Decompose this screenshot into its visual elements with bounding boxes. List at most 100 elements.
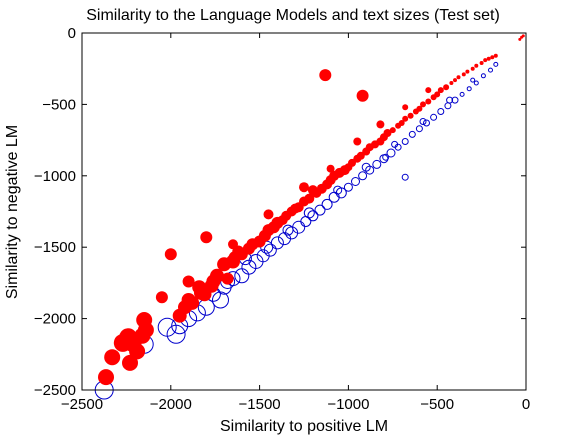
blue-data-point <box>307 210 319 222</box>
red-data-point <box>461 72 466 77</box>
blue-data-point <box>437 108 445 115</box>
blue-data-point <box>358 171 368 181</box>
blue-data-point <box>430 113 438 121</box>
plot-marks <box>94 34 525 400</box>
red-data-point <box>474 63 479 68</box>
blue-data-point <box>361 162 371 172</box>
x-tick-label: −2000 <box>150 396 192 413</box>
x-tick-label: −1000 <box>327 396 369 413</box>
x-axis-label: Similarity to positive LM <box>220 418 388 435</box>
red-data-point <box>185 295 200 310</box>
red-data-point <box>453 78 457 83</box>
blue-data-point <box>379 154 389 164</box>
red-data-point <box>470 66 475 71</box>
red-data-point <box>200 231 213 244</box>
blue-data-point <box>419 118 427 125</box>
red-data-point <box>137 322 154 338</box>
blue-data-point <box>386 148 396 158</box>
blue-data-point <box>451 96 459 104</box>
red-data-point <box>521 34 525 38</box>
red-data-point <box>383 129 392 137</box>
x-tick-label: −2500 <box>61 396 103 413</box>
blue-data-point <box>401 173 409 181</box>
chart-title: Similarity to the Language Models and te… <box>86 7 500 24</box>
red-data-point <box>104 349 121 366</box>
blue-data-point <box>270 236 284 250</box>
red-data-point <box>210 268 224 283</box>
red-data-point <box>449 81 454 85</box>
blue-data-point <box>446 96 454 104</box>
blue-data-point <box>333 185 343 195</box>
blue-data-point <box>234 268 250 284</box>
red-data-point <box>425 98 432 105</box>
red-data-point <box>402 104 409 111</box>
red-data-point <box>263 209 274 220</box>
blue-data-point <box>459 91 465 97</box>
blue-data-point <box>314 204 326 216</box>
red-data-point <box>518 37 522 41</box>
y-tick-label: −500 <box>42 96 76 113</box>
blue-data-point <box>480 73 486 79</box>
red-data-point <box>353 137 362 146</box>
red-data-point <box>228 239 238 250</box>
y-axis-label: Similarity to negative LM <box>4 125 21 299</box>
red-data-point <box>479 61 484 65</box>
red-data-point <box>164 248 177 261</box>
red-data-point <box>221 272 234 285</box>
blue-data-point <box>263 243 277 257</box>
plot-frame <box>81 32 527 391</box>
red-data-point <box>420 101 426 108</box>
red-data-point <box>443 84 450 91</box>
red-data-point <box>155 291 168 304</box>
blue-data-point <box>408 130 416 138</box>
blue-data-point <box>493 61 499 67</box>
red-data-point <box>376 120 385 129</box>
red-data-point <box>490 55 495 60</box>
red-data-point <box>407 112 414 119</box>
red-data-point <box>389 127 396 134</box>
blue-data-point <box>423 119 430 127</box>
red-data-point <box>122 354 138 371</box>
blue-data-point <box>212 291 229 309</box>
red-data-point <box>304 193 315 204</box>
red-data-point <box>356 89 369 102</box>
red-data-point <box>486 56 491 61</box>
red-data-point <box>356 151 365 160</box>
blue-data-point <box>415 125 423 133</box>
red-data-point <box>416 105 423 112</box>
x-tick-label: 0 <box>522 396 530 413</box>
blue-data-point <box>292 220 306 234</box>
blue-data-point <box>372 159 382 169</box>
red-data-point <box>326 164 335 173</box>
y-tick-label: 0 <box>68 25 76 42</box>
x-axis: −2500 −2000 −1500 −1000 −500 0 <box>61 33 530 413</box>
y-tick-label: −2500 <box>34 382 76 399</box>
red-data-point <box>299 182 309 193</box>
blue-data-point <box>343 182 353 192</box>
x-tick-label: −1500 <box>239 396 281 413</box>
blue-data-point <box>303 207 315 219</box>
blue-data-point <box>166 324 186 344</box>
blue-data-point <box>401 138 409 145</box>
blue-data-point <box>466 86 472 92</box>
red-data-point <box>456 75 461 80</box>
red-data-point <box>319 69 332 82</box>
y-tick-label: −2000 <box>34 311 76 328</box>
y-tick-label: −1500 <box>34 239 76 256</box>
red-data-point <box>98 369 114 386</box>
blue-data-point <box>473 80 479 86</box>
x-tick-label: −500 <box>420 396 454 413</box>
blue-data-point <box>391 140 399 148</box>
red-data-point <box>129 343 146 360</box>
blue-data-point <box>382 153 390 161</box>
red-data-point <box>182 275 195 288</box>
red-data-point <box>483 58 488 63</box>
y-tick-label: −1000 <box>34 168 76 185</box>
blue-data-point <box>470 77 476 83</box>
red-data-point <box>425 87 432 94</box>
blue-data-point <box>282 224 294 236</box>
blue-data-point <box>351 177 360 186</box>
red-data-point <box>437 87 444 94</box>
red-data-point <box>493 53 498 58</box>
